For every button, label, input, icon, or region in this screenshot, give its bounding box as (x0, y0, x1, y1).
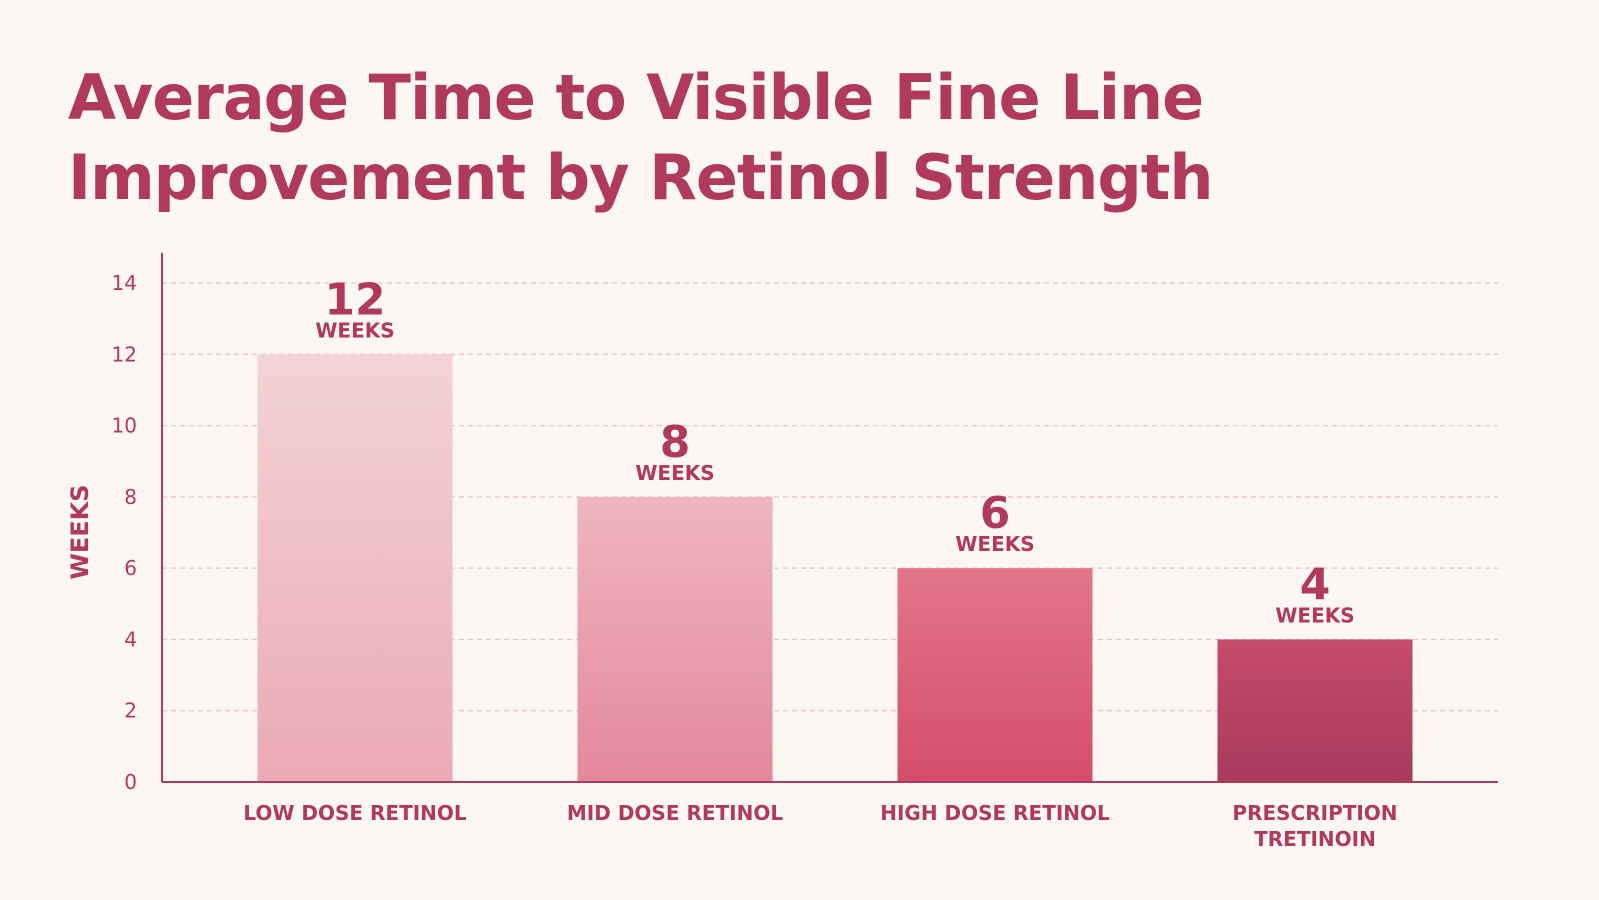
bar-value-label: 6 (980, 488, 1011, 539)
x-category-label: TRETINOIN (1254, 827, 1376, 851)
grid-lines (162, 282, 1498, 712)
bar-value-label: 12 (324, 274, 385, 325)
bar (1217, 639, 1413, 782)
bars (257, 354, 1413, 782)
x-category-label: MID DOSE RETINOL (567, 801, 783, 825)
category-labels: LOW DOSE RETINOL MID DOSE RETINOL HIGH DOS… (243, 801, 1397, 851)
y-tick-label: 0 (124, 770, 137, 794)
y-tick-label: 8 (124, 485, 137, 509)
chart-title-line-1: Average Time to Visible Fine Line (68, 61, 1204, 134)
y-tick-label: 10 (112, 414, 137, 438)
y-tick-label: 14 (112, 271, 137, 295)
y-tick-label: 4 (124, 627, 137, 651)
chart-title: Average Time to Visible Fine Line Improv… (68, 58, 1368, 218)
x-category-label: LOW DOSE RETINOL (243, 801, 467, 825)
y-axis-label: WEEKS (66, 484, 94, 579)
bar-unit-label: WEEKS (315, 318, 394, 342)
y-tick-label: 2 (124, 699, 137, 723)
axes (161, 253, 1498, 783)
bar-unit-label: WEEKS (955, 532, 1034, 556)
bar (257, 354, 453, 782)
bar (577, 496, 773, 782)
chart-title-line-2: Improvement by Retinol Strength (68, 141, 1214, 214)
y-tick-label: 12 (112, 342, 137, 366)
x-category-label: PRESCRIPTION (1232, 801, 1397, 825)
x-category-label: HIGH DOSE RETINOL (880, 801, 1110, 825)
bar-value-label: 4 (1300, 559, 1331, 610)
bar-value-label: 8 (660, 417, 691, 468)
bar (897, 568, 1093, 782)
y-tick-labels: 0 2 4 6 8 10 12 14 (112, 271, 137, 794)
bar-unit-label: WEEKS (1275, 603, 1354, 627)
bar-unit-label: WEEKS (635, 461, 714, 485)
y-tick-label: 6 (124, 556, 137, 580)
